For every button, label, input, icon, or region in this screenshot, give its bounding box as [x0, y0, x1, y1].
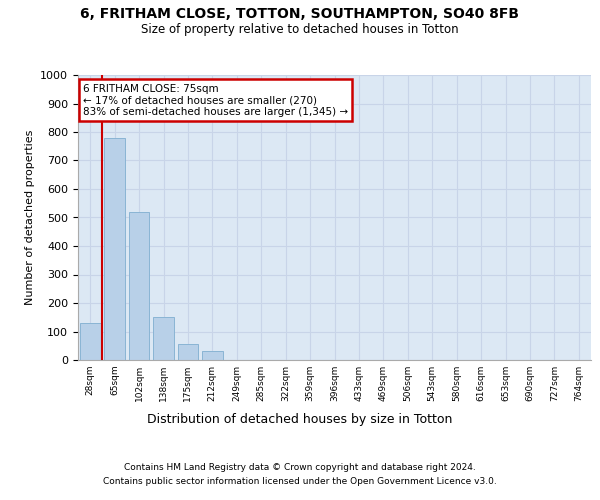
Bar	[202, 352, 223, 360]
Text: 6, FRITHAM CLOSE, TOTTON, SOUTHAMPTON, SO40 8FB: 6, FRITHAM CLOSE, TOTTON, SOUTHAMPTON, S…	[80, 8, 520, 22]
Text: Size of property relative to detached houses in Totton: Size of property relative to detached ho…	[141, 22, 459, 36]
Bar	[128, 212, 149, 360]
Bar	[104, 138, 125, 360]
Text: Distribution of detached houses by size in Totton: Distribution of detached houses by size …	[148, 412, 452, 426]
Bar	[178, 344, 199, 360]
Bar	[80, 323, 101, 360]
Text: Contains public sector information licensed under the Open Government Licence v3: Contains public sector information licen…	[103, 478, 497, 486]
Text: Contains HM Land Registry data © Crown copyright and database right 2024.: Contains HM Land Registry data © Crown c…	[124, 462, 476, 471]
Text: 6 FRITHAM CLOSE: 75sqm
← 17% of detached houses are smaller (270)
83% of semi-de: 6 FRITHAM CLOSE: 75sqm ← 17% of detached…	[83, 84, 348, 116]
Y-axis label: Number of detached properties: Number of detached properties	[25, 130, 35, 305]
Bar	[153, 318, 174, 360]
